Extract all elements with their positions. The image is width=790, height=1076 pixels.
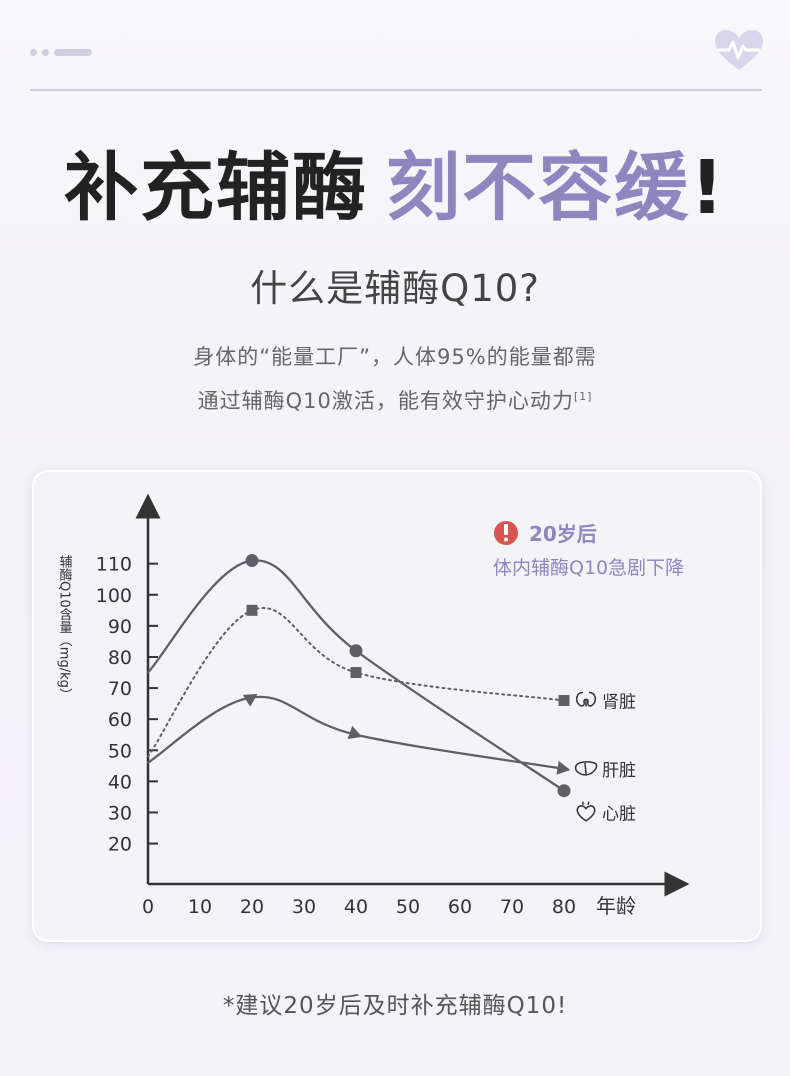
data-point bbox=[245, 554, 259, 568]
legend-label: 肝脏 bbox=[602, 761, 636, 781]
y-tick-label: 100 bbox=[96, 585, 132, 607]
callout-text: 体内辅酶Q10急剧下降 bbox=[493, 557, 684, 579]
divider bbox=[30, 89, 762, 91]
y-axis-label: 辅酶Q10含量（mg/kg） bbox=[57, 555, 73, 701]
footnote: *建议20岁后及时补充辅酶Q10! bbox=[222, 993, 568, 1019]
x-tick-label: 50 bbox=[396, 896, 420, 918]
x-tick-label: 30 bbox=[292, 896, 316, 918]
data-point bbox=[558, 695, 570, 707]
liver-icon bbox=[574, 761, 598, 776]
x-tick-label: 40 bbox=[344, 896, 368, 918]
heart-icon bbox=[576, 801, 596, 822]
x-tick-label: 10 bbox=[188, 896, 212, 918]
kidney-icon bbox=[575, 691, 597, 707]
y-tick-label: 90 bbox=[108, 616, 132, 638]
x-tick-label: 70 bbox=[500, 896, 524, 918]
callout: 20岁后 体内辅酶Q10急剧下降 bbox=[493, 521, 684, 579]
y-tick-label: 50 bbox=[108, 740, 132, 762]
y-tick-label: 20 bbox=[108, 834, 132, 856]
indicator-dot bbox=[30, 49, 37, 56]
subtitle: 什么是辅酶Q10? bbox=[250, 267, 540, 310]
headline-part2: 刻不容缓 bbox=[386, 145, 691, 231]
series-line-1 bbox=[147, 607, 565, 758]
y-tick-label: 40 bbox=[108, 771, 132, 793]
legend-kidney-icon: 肾脏 bbox=[575, 691, 636, 713]
legend-label: 肾脏 bbox=[602, 693, 636, 713]
heartbeat-heart-icon bbox=[715, 30, 763, 70]
intro-line2: 通过辅酶Q10激活，能有效守护心动力[1] bbox=[0, 377, 790, 421]
data-point bbox=[350, 667, 362, 679]
data-point bbox=[556, 760, 571, 775]
coq10-chart: 辅酶Q10含量（mg/kg） 20岁后 体内辅酶Q10急剧下降 20 30 40 50… bbox=[57, 493, 690, 918]
x-tick-label: 20 bbox=[240, 896, 264, 918]
legend-heart-icon: 心脏 bbox=[576, 801, 636, 825]
data-point bbox=[557, 784, 571, 798]
data-point bbox=[242, 693, 258, 707]
data-point bbox=[349, 644, 363, 658]
intro-line1: 身体的“能量工厂”，人体95%的能量都需 bbox=[193, 345, 597, 369]
y-tick-label: 110 bbox=[96, 554, 132, 576]
y-tick-label: 70 bbox=[108, 678, 132, 700]
y-tick-label: 30 bbox=[108, 802, 132, 824]
callout-title: 20岁后 bbox=[529, 522, 597, 546]
x-tick-label: 80 bbox=[552, 896, 576, 918]
intro-text: 身体的“能量工厂”，人体95%的能量都需 通过辅酶Q10激活，能有效守护心动力[… bbox=[0, 337, 790, 421]
y-tick-label: 60 bbox=[108, 709, 132, 731]
headline: 补充辅酶 刻不容缓! bbox=[0, 143, 790, 233]
y-tick-label: 80 bbox=[108, 647, 132, 669]
top-bar bbox=[0, 0, 790, 92]
indicator-pill bbox=[54, 49, 92, 56]
chart-card: 辅酶Q10含量（mg/kg） 20岁后 体内辅酶Q10急剧下降 20 30 40 50… bbox=[32, 470, 762, 942]
intro-line2-text: 通过辅酶Q10激活，能有效守护心动力 bbox=[197, 389, 574, 413]
data-point bbox=[246, 604, 258, 616]
series-line-3 bbox=[146, 559, 566, 792]
indicator-dot bbox=[42, 49, 49, 56]
reference-mark: [1] bbox=[573, 390, 593, 403]
data-point bbox=[347, 725, 363, 740]
x-tick-label: 60 bbox=[448, 896, 472, 918]
headline-bang: ! bbox=[690, 145, 726, 231]
x-tick-label: 0 bbox=[142, 896, 154, 918]
series-line-2 bbox=[146, 695, 566, 771]
legend-label: 心脏 bbox=[602, 805, 636, 825]
legend-liver-icon: 肝脏 bbox=[574, 761, 636, 781]
headline-part1: 补充辅酶 bbox=[64, 145, 369, 231]
x-axis-label: 年龄 bbox=[596, 894, 636, 918]
